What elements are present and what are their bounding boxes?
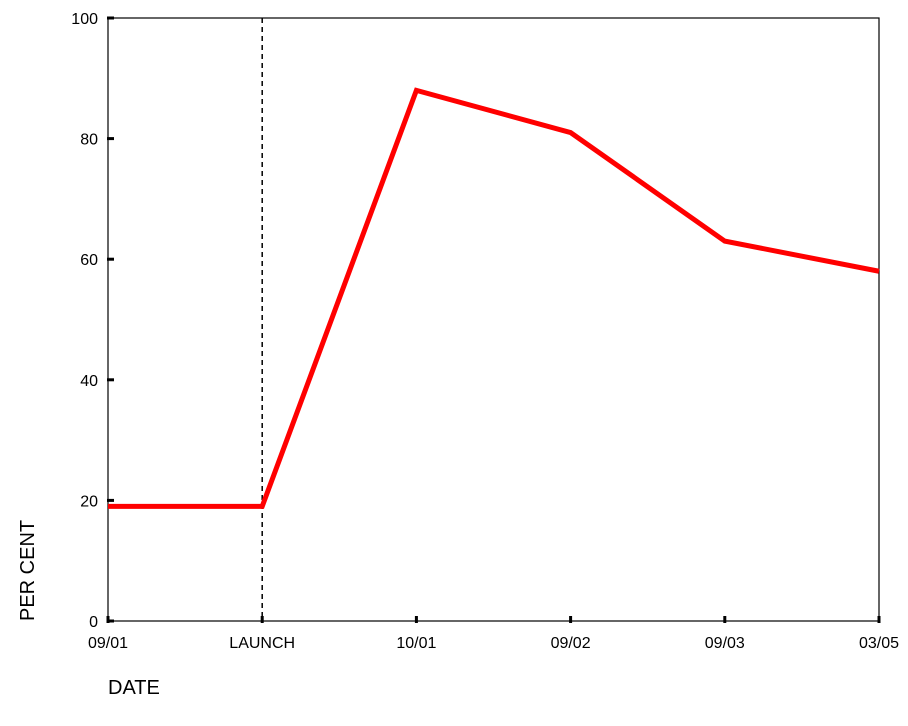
x-tick-label: 09/01: [88, 635, 128, 652]
plot-area-border: [107, 17, 880, 622]
y-tick-label: 100: [71, 11, 98, 28]
x-tick-label: 09/03: [705, 635, 745, 652]
y-axis-title: PER CENT: [17, 520, 39, 621]
plot-frame: [107, 17, 880, 622]
x-axis-title: DATE: [108, 677, 160, 699]
x-tick-label: LAUNCH: [229, 635, 295, 652]
x-tick-label: 10/01: [396, 635, 436, 652]
series-line: [108, 87, 880, 509]
y-tick-label: 20: [80, 493, 98, 510]
y-tick-label: 40: [80, 373, 98, 390]
y-tick-label: 60: [80, 252, 98, 269]
x-tick-label: 09/02: [551, 635, 591, 652]
x-axis: 09/01 LAUNCH 10/01 09/02 09/03 03/05: [88, 616, 899, 652]
x-tick-label: 03/05: [859, 635, 899, 652]
series-group: [107, 87, 880, 509]
y-tick-label: 0: [89, 614, 98, 631]
y-axis: 0 20 40 60 80 100: [71, 11, 114, 631]
y-tick-label: 80: [80, 132, 98, 149]
